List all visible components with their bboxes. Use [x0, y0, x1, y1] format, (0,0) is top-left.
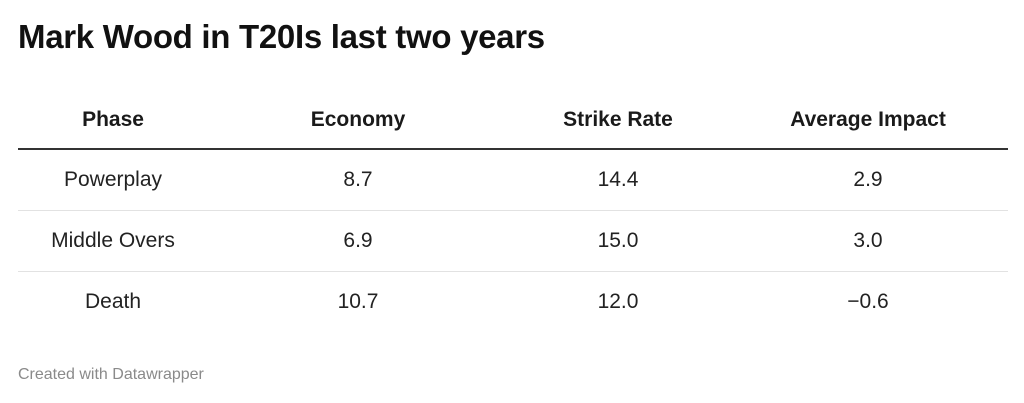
column-header-average-impact: Average Impact	[790, 108, 946, 131]
column-header-strike-rate: Strike Rate	[563, 108, 673, 131]
column-header-phase: Phase	[82, 108, 144, 131]
table-cell-phase: Middle Overs	[51, 229, 175, 252]
table-cell-phase: Powerplay	[63, 168, 163, 191]
table-cell-average-impact: −0.6	[847, 290, 889, 313]
table-cell-average-impact: 3.0	[853, 229, 883, 252]
table-header-row: Phase Economy Strike Rate Average Impact	[18, 92, 1008, 150]
table-cell-economy: 6.9	[343, 229, 373, 252]
table-row: Death 10.7 12.0 −0.6	[18, 272, 1008, 332]
chart-title: Mark Wood in T20Is last two years	[18, 18, 545, 55]
table-cell-strike-rate: 14.4	[597, 168, 639, 191]
table-cell-strike-rate: 15.0	[597, 229, 639, 252]
data-table: Phase Economy Strike Rate Average Impact…	[18, 92, 1008, 332]
table-cell-average-impact: 2.9	[853, 168, 883, 191]
table-cell-phase: Death	[84, 290, 142, 313]
table-row: Powerplay 8.7 14.4 2.9	[18, 150, 1008, 211]
table-row: Middle Overs 6.9 15.0 3.0	[18, 211, 1008, 272]
table-cell-economy: 10.7	[337, 290, 379, 313]
attribution-footer: Created with Datawrapper	[18, 366, 204, 383]
column-header-economy: Economy	[310, 108, 406, 131]
table-cell-strike-rate: 12.0	[597, 290, 639, 313]
table-cell-economy: 8.7	[343, 168, 373, 191]
